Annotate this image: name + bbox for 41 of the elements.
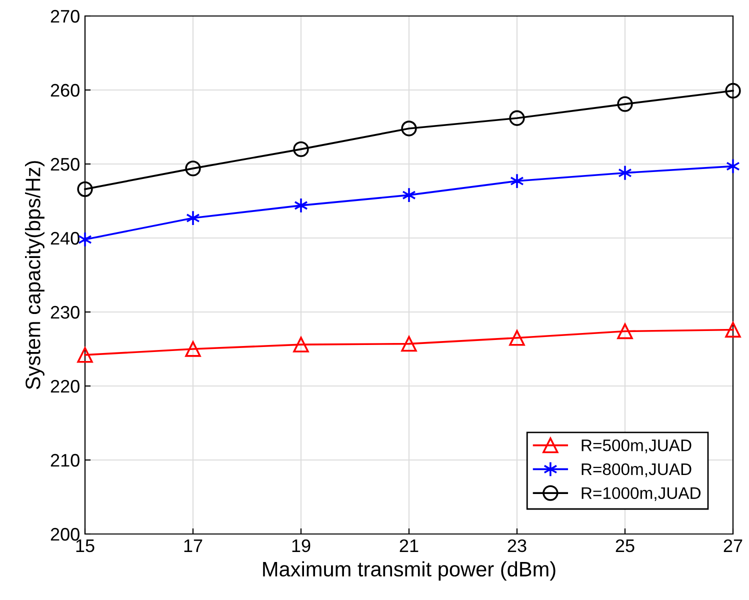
y-tick-label: 250 [50,158,80,171]
y-tick-label: 210 [50,454,80,467]
point [293,336,309,352]
point [510,173,524,189]
point [725,82,741,99]
point [401,120,417,136]
point [77,347,93,363]
point [725,322,741,338]
y-tick-label: 260 [50,84,80,97]
y-axis-title: System capacity(bps/Hz) [25,161,44,390]
point [617,96,633,112]
legend-label: R=800m,JUAD [582,463,692,478]
point [509,330,525,346]
point [726,158,740,174]
y-tick-label: 230 [50,306,80,319]
x-tick-label: 25 [616,539,634,552]
point [617,323,633,340]
y-tick-label: 220 [50,380,80,393]
point [509,110,525,126]
x-tick-label: 23 [508,539,526,552]
x-tick-label: 17 [184,540,202,552]
point [78,232,92,248]
legend-label: R=500m,JUAD [582,439,692,454]
point [185,160,201,176]
x-tick-label: 19 [292,539,310,552]
x-axis-title: Maximum transmit power (dBm) [263,561,556,581]
legend-label: R=1000m,JUAD [582,487,701,502]
point [401,336,417,352]
x-tick-label: 15 [76,540,94,552]
point [293,141,309,158]
point [294,198,308,214]
point [186,210,200,226]
point [77,181,93,198]
y-tick-label: 200 [50,528,80,541]
y-tick-label: 240 [50,232,80,245]
x-tick-label: 27 [724,539,742,552]
x-tick-label: 21 [400,539,418,552]
point [402,187,416,203]
point [618,165,632,181]
point [185,341,201,357]
y-tick-label: 270 [50,10,80,23]
